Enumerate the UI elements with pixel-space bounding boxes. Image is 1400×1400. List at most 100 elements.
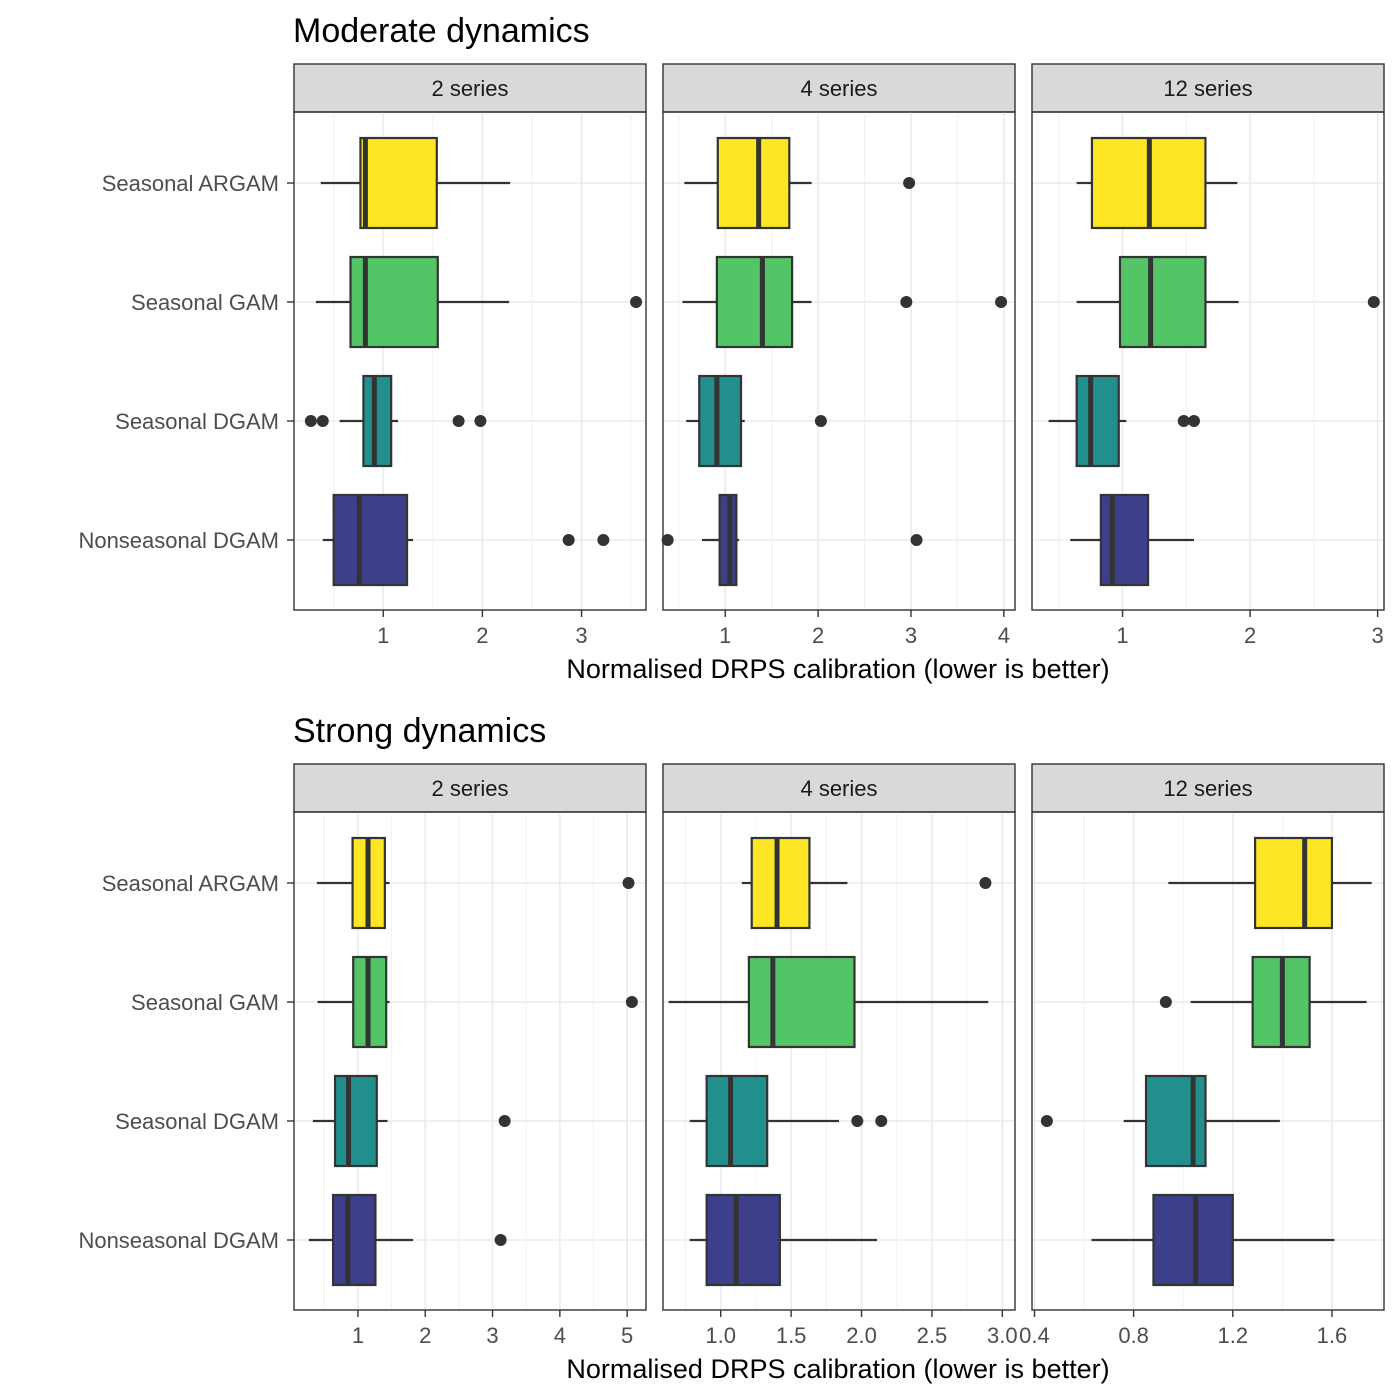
y-tick-label: Nonseasonal DGAM [78, 528, 279, 553]
x-tick-label: 1.6 [1317, 1323, 1348, 1348]
facet-panel: 12 series 1 2 3 [1031, 63, 1385, 648]
outlier-point [625, 996, 638, 1008]
outlier-point [316, 415, 329, 427]
x-tick-label: 1 [352, 1323, 364, 1348]
facet-strip [293, 63, 647, 113]
facet-panel: 4 series 1 2 3 4 [661, 63, 1016, 648]
x-tick-label: 1.5 [776, 1323, 807, 1348]
facet-strip [662, 63, 1016, 113]
facet-strip-label: 2 series [431, 76, 508, 101]
y-tick-label: Seasonal GAM [131, 290, 279, 315]
box [1144, 1074, 1207, 1168]
facet-panel: 12 series 0.4 0.8 1.2 1.6 [1019, 763, 1385, 1348]
box [362, 374, 393, 468]
x-tick-label: 2 [1244, 623, 1256, 648]
outlier-point [1040, 1115, 1053, 1127]
x-tick-label: 5 [621, 1323, 633, 1348]
x-axis-title: Normalised DRPS calibration (lower is be… [566, 654, 1109, 684]
outlier-point [1159, 996, 1172, 1008]
box [715, 255, 794, 349]
box [750, 836, 811, 930]
outlier-point [630, 296, 643, 308]
panel-border [662, 111, 1016, 611]
panel-border [662, 811, 1016, 1311]
facet-panel: 2 series 1 2 3 4 5 [293, 763, 647, 1348]
facet-strip [293, 763, 647, 813]
x-tick-label: 2 [812, 623, 824, 648]
block-title: Moderate dynamics [293, 12, 590, 50]
x-tick-label: 3 [575, 623, 587, 648]
x-tick-label: 2.5 [917, 1323, 948, 1348]
panel-border [1031, 111, 1385, 611]
outlier-point [452, 415, 465, 427]
box [359, 136, 438, 230]
outlier-point [1177, 415, 1190, 427]
x-tick-label: 1 [377, 623, 389, 648]
box [1075, 374, 1120, 468]
strong-dynamics-block: Strong dynamics Normalised DRPS calibrat… [78, 712, 1385, 1384]
x-tick-label: 1.2 [1217, 1323, 1248, 1348]
x-tick-label: 2.0 [846, 1323, 877, 1348]
facet-strip-label: 12 series [1163, 76, 1252, 101]
y-tick-label: Seasonal DGAM [115, 1109, 279, 1134]
outlier-point [910, 534, 923, 546]
outlier-point [1187, 415, 1200, 427]
outlier-point [995, 296, 1008, 308]
y-tick-label: Seasonal ARGAM [102, 171, 279, 196]
x-tick-label: 1.0 [705, 1323, 736, 1348]
x-tick-label: 0.8 [1118, 1323, 1149, 1348]
box [333, 1074, 378, 1168]
moderate-dynamics-block: Moderate dynamics Normalised DRPS calibr… [78, 12, 1385, 684]
x-tick-label: 0.4 [1019, 1323, 1050, 1348]
x-tick-label: 1 [719, 623, 731, 648]
outlier-point [562, 534, 575, 546]
outlier-point [597, 534, 610, 546]
x-tick-label: 1 [1116, 623, 1128, 648]
y-tick-label: Nonseasonal DGAM [78, 1228, 279, 1253]
y-tick-label: Seasonal DGAM [115, 409, 279, 434]
x-tick-label: 3 [486, 1323, 498, 1348]
box [1253, 836, 1334, 930]
panel-border [293, 111, 647, 611]
x-tick-label: 3 [905, 623, 917, 648]
facet-strip-label: 4 series [800, 776, 877, 801]
x-tick-label: 4 [998, 623, 1010, 648]
outlier-point [494, 1234, 507, 1246]
y-tick-label: Seasonal GAM [131, 990, 279, 1015]
panel-border [1031, 811, 1385, 1311]
facet-strip [662, 763, 1016, 813]
box [747, 955, 856, 1049]
block-title: Strong dynamics [293, 712, 546, 750]
outlier-point [903, 177, 916, 189]
box [1118, 255, 1207, 349]
facet-strip-label: 12 series [1163, 776, 1252, 801]
x-axis-title: Normalised DRPS calibration (lower is be… [566, 1354, 1109, 1384]
outlier-point [979, 877, 992, 889]
box [705, 1074, 769, 1168]
box [705, 1193, 781, 1287]
panel-border [293, 811, 647, 1311]
outlier-point [814, 415, 827, 427]
y-tick-label: Seasonal ARGAM [102, 871, 279, 896]
facet-strip-label: 2 series [431, 776, 508, 801]
outlier-point [498, 1115, 511, 1127]
outlier-point [1367, 296, 1380, 308]
facet-strip [1031, 63, 1385, 113]
outlier-point [661, 534, 674, 546]
outlier-point [474, 415, 487, 427]
facet-strip-label: 4 series [800, 76, 877, 101]
outlier-point [851, 1115, 864, 1127]
outlier-point [900, 296, 913, 308]
box [716, 136, 791, 230]
facet-strip [1031, 763, 1385, 813]
box [331, 1193, 377, 1287]
x-tick-label: 3 [1371, 623, 1383, 648]
box [698, 374, 743, 468]
facet-panel: 4 series 1.0 1.5 2.0 2.5 3.0 [662, 763, 1018, 1348]
facet-panel: 2 series 1 2 3 [293, 63, 647, 648]
outlier-point [622, 877, 635, 889]
x-tick-label: 3.0 [987, 1323, 1018, 1348]
box [332, 493, 409, 587]
outlier-point [875, 1115, 888, 1127]
outlier-point [304, 415, 317, 427]
